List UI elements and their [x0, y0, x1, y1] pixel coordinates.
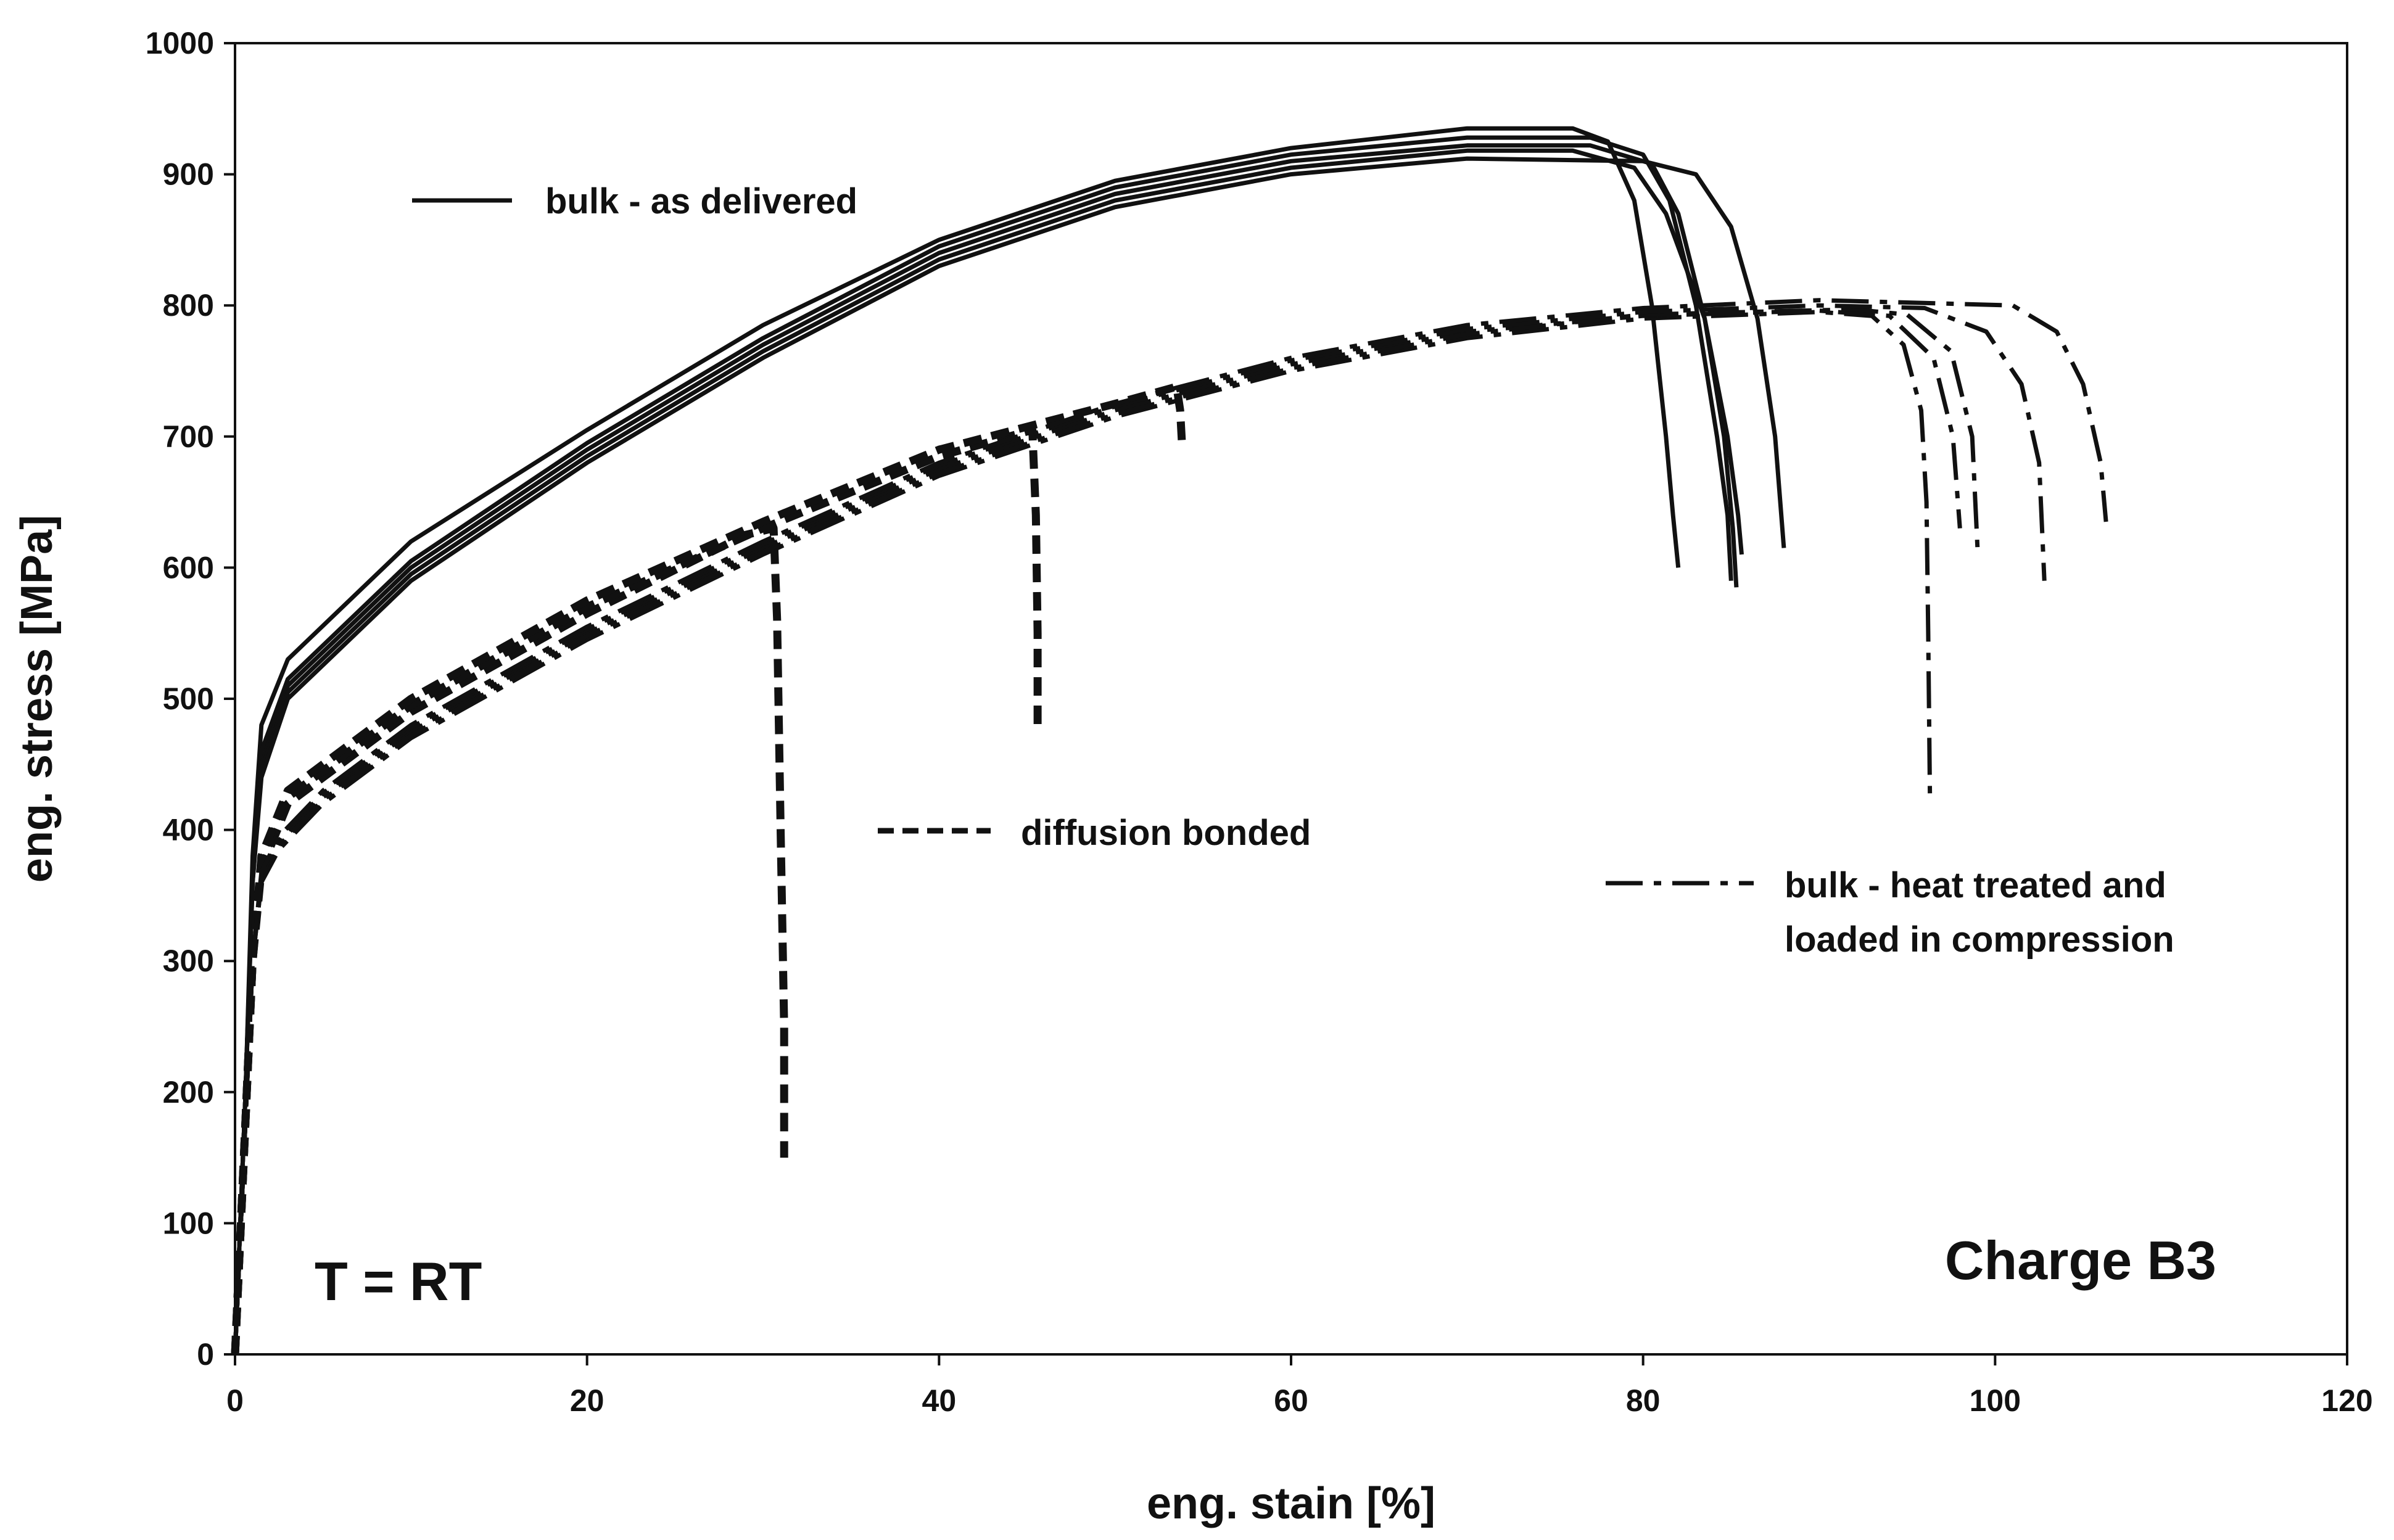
legend-label-heat-treated-line1: bulk - heat treated and	[1785, 865, 2166, 905]
y-tick-label: 700	[163, 419, 214, 454]
series-dashed-8	[231, 382, 1186, 1355]
x-tick-label: 100	[1970, 1383, 2021, 1418]
x-tick-label: 40	[922, 1383, 957, 1418]
y-tick-label: 1000	[146, 26, 214, 60]
y-tick-label: 800	[163, 288, 214, 323]
y-tick-label: 400	[163, 813, 214, 847]
y-tick-label: 500	[163, 681, 214, 716]
legend-label-heat-treated-line2: loaded in compression	[1785, 920, 2174, 960]
x-tick-label: 0	[226, 1383, 244, 1418]
series-dashed-7	[231, 426, 1042, 1355]
x-tick-label: 80	[1626, 1383, 1661, 1418]
series-dashed-6	[231, 524, 788, 1355]
series-solid-2	[233, 135, 1733, 1355]
y-tick-label: 600	[163, 550, 214, 585]
annotation-charge: Charge B3	[1945, 1230, 2216, 1291]
series-dashdot-13	[233, 298, 2108, 1355]
x-tick-label: 120	[2321, 1383, 2372, 1418]
y-tick-label: 100	[163, 1206, 214, 1240]
y-tick-label: 200	[163, 1075, 214, 1110]
y-tick-label: 0	[197, 1337, 214, 1372]
annotation-temperature: T = RT	[315, 1251, 482, 1312]
y-axis-ticks: 0 100 200 300 400 500 600 700 800 900 1000	[146, 26, 235, 1372]
x-axis-title: eng. stain [%]	[1147, 1479, 1435, 1528]
y-axis-title: eng. stress [MPa]	[12, 515, 62, 883]
x-tick-label: 60	[1274, 1383, 1308, 1418]
legend-label-bulk-as-delivered: bulk - as delivered	[545, 181, 857, 221]
series-solid-5	[233, 156, 1786, 1355]
series-solid-1	[233, 126, 1681, 1355]
data-series-group	[231, 126, 2108, 1355]
x-tick-label: 20	[570, 1383, 605, 1418]
legend-label-diffusion-bonded: diffusion bonded	[1021, 813, 1311, 853]
y-tick-label: 300	[163, 944, 214, 978]
y-tick-label: 900	[163, 157, 214, 192]
x-axis-ticks: 0 20 40 60 80 100 120	[226, 1354, 2373, 1418]
